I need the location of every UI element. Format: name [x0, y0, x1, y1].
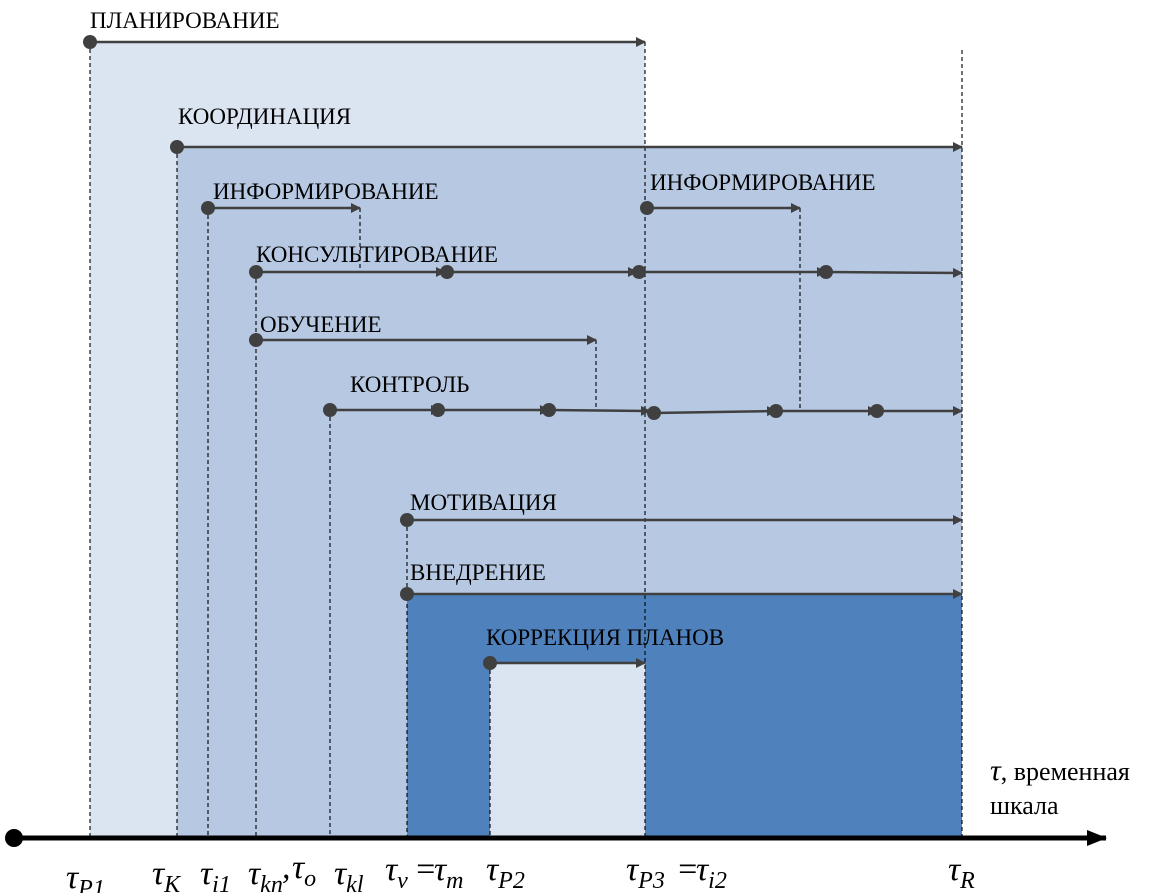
- dot-control-3: [542, 403, 556, 417]
- tick-m-sub: m: [446, 868, 463, 893]
- tick-kn: τkn: [248, 855, 283, 893]
- label-coordination: КООРДИНАЦИЯ: [178, 104, 351, 129]
- dot-control-1: [323, 403, 337, 417]
- tick-comma: ,: [282, 849, 291, 886]
- dot-consulting-1: [249, 265, 263, 279]
- tick-p1: τP1: [66, 859, 105, 893]
- tick-o: τo: [292, 849, 316, 892]
- tick-r-sym: τ: [948, 851, 962, 888]
- dot-plan-correction-start: [483, 656, 497, 670]
- time-axis: τ, временная шкала: [5, 754, 1130, 847]
- dot-planning-start: [83, 35, 97, 49]
- dot-control-2: [431, 403, 445, 417]
- tick-v: τv: [385, 851, 408, 893]
- tick-m-sym: τ: [434, 851, 448, 888]
- tick-i1-sub: i1: [212, 872, 231, 893]
- dot-consulting-2: [440, 265, 454, 279]
- tick-p1-sym: τ: [66, 859, 80, 893]
- tick-kl-sym: τ: [334, 855, 348, 892]
- tick-r-sub: R: [959, 868, 975, 893]
- zone-plan-correction: [490, 663, 645, 838]
- label-implementation: ВНЕДРЕНИЕ: [410, 560, 546, 585]
- tick-r: τR: [948, 851, 975, 893]
- arrow-consulting-seg4: [825, 267, 963, 278]
- label-training: ОБУЧЕНИЕ: [260, 312, 382, 337]
- axis-symbol: τ: [990, 754, 1002, 787]
- label-consulting: КОНСУЛЬТИРОВАНИЕ: [256, 242, 498, 267]
- tick-kl-sub: kl: [346, 872, 364, 893]
- axis-caption-line1: τ, временная: [990, 754, 1130, 787]
- background-zones: [90, 42, 962, 838]
- activity-labels: ПЛАНИРОВАНИЕ КООРДИНАЦИЯ ИНФОРМИРОВАНИЕ …: [90, 8, 876, 650]
- tick-p3-sub: P3: [637, 868, 665, 893]
- tick-v-sym: τ: [385, 851, 399, 888]
- tick-i2-sym: τ: [696, 851, 710, 888]
- label-plan-correction: КОРРЕКЦИЯ ПЛАНОВ: [486, 625, 724, 650]
- label-informing-2: ИНФОРМИРОВАНИЕ: [650, 170, 876, 195]
- tick-i1: τi1: [200, 855, 231, 893]
- tick-i2-sub: i2: [708, 868, 727, 893]
- dot-consulting-4: [819, 265, 833, 279]
- axis-origin-dot: [5, 829, 23, 847]
- tick-p2-sub: P2: [497, 868, 525, 893]
- dot-control-6: [870, 404, 884, 418]
- tick-kn-sym: τ: [248, 855, 262, 892]
- dot-control-4: [647, 406, 661, 420]
- tick-labels: τP1 τK τi1 τkn , τo τkl τv = τm τP2 τP3 …: [66, 849, 975, 893]
- tick-i1-sym: τ: [200, 855, 214, 892]
- axis-caption-line2: шкала: [990, 791, 1059, 820]
- tick-v-sub: v: [397, 868, 408, 893]
- label-control: КОНТРОЛЬ: [350, 372, 469, 397]
- arrow-control-seg4: [653, 406, 777, 417]
- tick-o-sub: o: [304, 866, 316, 892]
- tick-i2: τi2: [696, 851, 727, 893]
- tick-kn-sub: kn: [260, 872, 283, 893]
- tick-p2-sym: τ: [486, 851, 500, 888]
- tick-eq1: =: [414, 851, 437, 888]
- tick-eq2: =: [676, 851, 699, 888]
- tick-p1-sub: P1: [77, 876, 105, 893]
- tick-k-sub: K: [163, 872, 182, 893]
- dot-coordination-start: [170, 140, 184, 154]
- dot-informing-1-start: [201, 201, 215, 215]
- dot-control-5: [769, 404, 783, 418]
- dot-motivation-start: [400, 513, 414, 527]
- tick-p3: τP3: [626, 851, 665, 893]
- dot-implementation-start: [400, 587, 414, 601]
- label-planning: ПЛАНИРОВАНИЕ: [90, 8, 280, 33]
- tick-k: τK: [152, 855, 182, 893]
- dot-training-start: [249, 333, 263, 347]
- tick-p2: τP2: [486, 851, 525, 893]
- tick-o-sym: τ: [292, 849, 306, 886]
- guide-lines: [89, 42, 963, 838]
- tick-m: τm: [434, 851, 464, 893]
- tick-k-sym: τ: [152, 855, 166, 892]
- axis-caption-text: , временная: [1001, 757, 1130, 786]
- dot-consulting-3: [632, 265, 646, 279]
- activity-arrows: [83, 35, 963, 670]
- label-motivation: МОТИВАЦИЯ: [410, 490, 557, 515]
- tick-kl: τkl: [334, 855, 364, 893]
- arrow-control-seg3: [548, 405, 651, 416]
- tick-p3-sym: τ: [626, 851, 640, 888]
- dot-informing-2-start: [640, 201, 654, 215]
- label-informing-1: ИНФОРМИРОВАНИЕ: [213, 179, 439, 204]
